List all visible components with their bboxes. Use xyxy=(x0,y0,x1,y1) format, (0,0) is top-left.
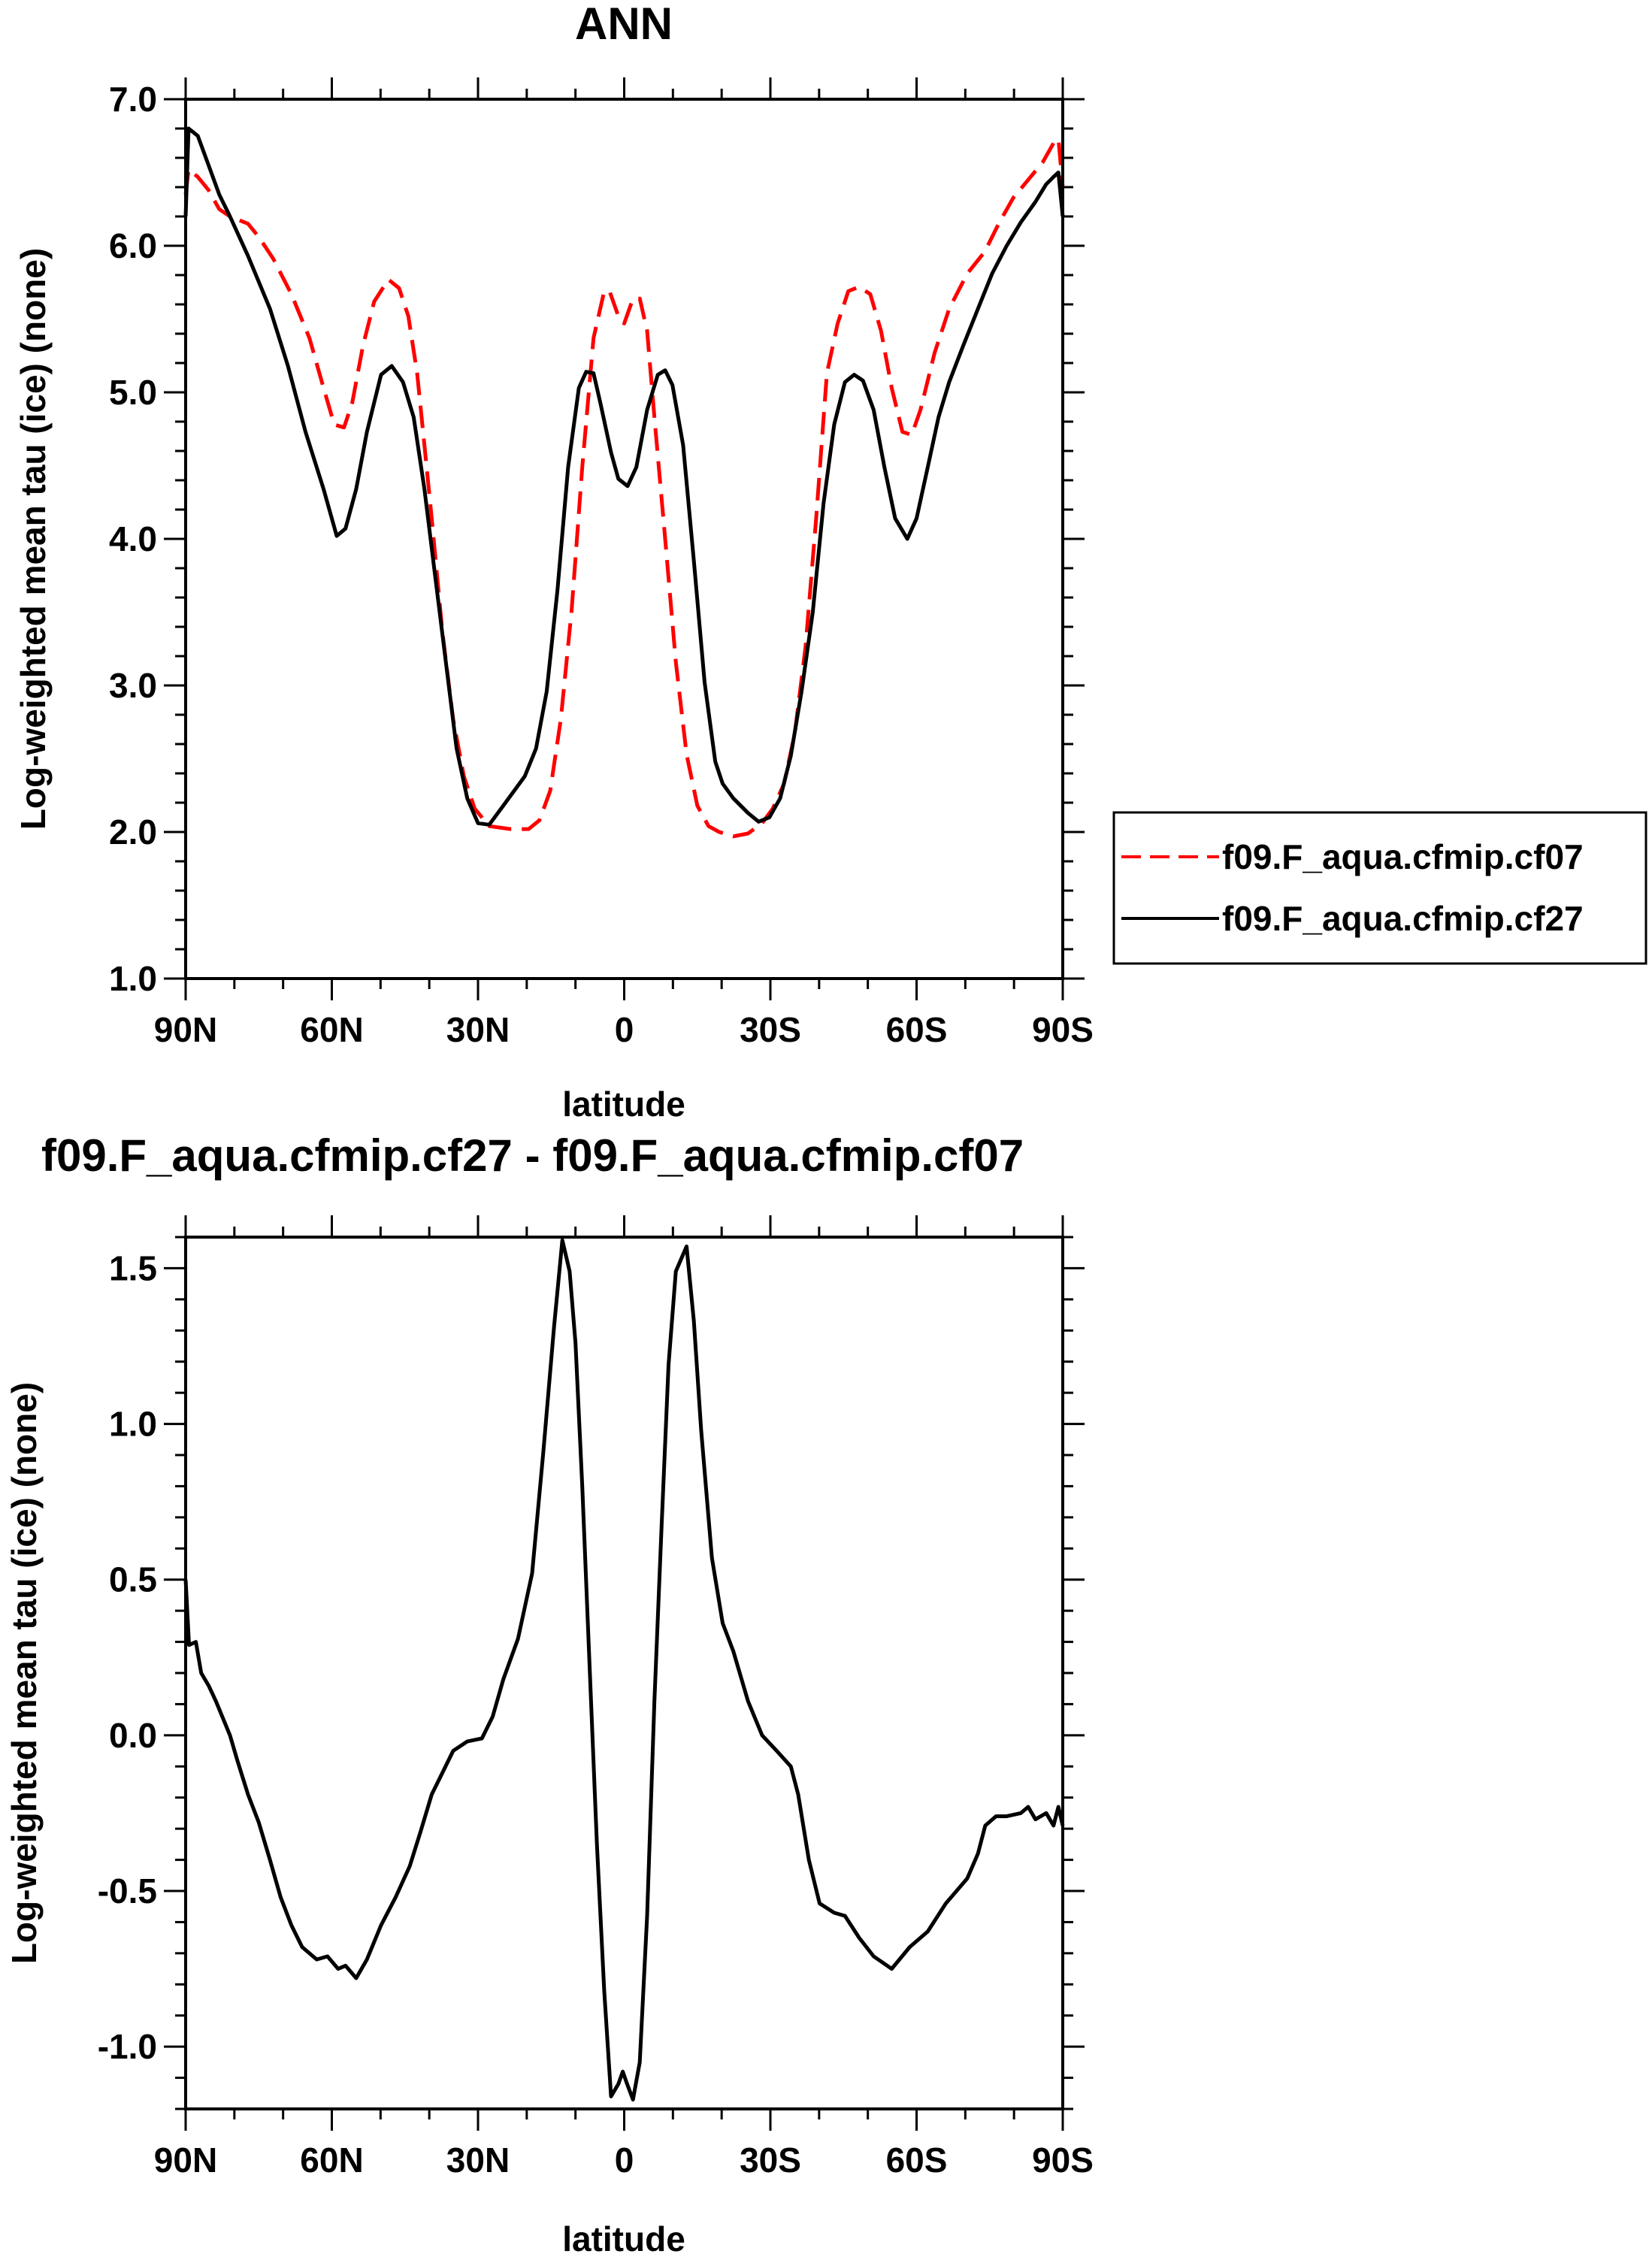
bottom-x-tick-label: 30N xyxy=(446,2140,510,2180)
bottom-series-difference xyxy=(183,1238,1065,2102)
bottom-chart-title: f09.F_aqua.cfmip.cf27 - f09.F_aqua.cfmip… xyxy=(41,1130,1024,1181)
legend-box xyxy=(1112,811,1647,965)
bottom-y-tick-label: 1.5 xyxy=(109,1248,157,1287)
bottom-y-tick-label: 0.5 xyxy=(109,1560,157,1599)
bottom-y-tick-label: 0.0 xyxy=(109,1716,157,1755)
top-x-tick-label: 60N xyxy=(300,1010,363,1049)
top-chart-title: ANN xyxy=(575,0,673,49)
bottom-x-tick-label: 0 xyxy=(615,2140,634,2180)
bottom-y-tick-label: 1.0 xyxy=(109,1405,157,1444)
top-y-tick-label: 3.0 xyxy=(109,666,157,705)
top-x-tick-label: 30S xyxy=(740,1010,801,1049)
bottom-plot: 90N 60N 30N 0 30S 60S 90S -1.0 -0.5 0.0 0.5 1.0 1.5 xyxy=(98,1215,1094,2180)
top-plot-frame xyxy=(184,98,1064,980)
top-y-tick-label: 5.0 xyxy=(109,373,157,412)
bottom-y-tick-label: -0.5 xyxy=(98,1871,157,1911)
legend-label-cf27: f09.F_aqua.cfmip.cf27 xyxy=(1222,899,1584,938)
top-y-tick-label: 1.0 xyxy=(109,959,157,998)
top-series-f09-f-aqua-cfmip-cf27 xyxy=(183,126,1065,827)
bottom-x-axis-label: latitude xyxy=(562,2219,685,2258)
top-y-axis-label: Log-weighted mean tau (ice) (none) xyxy=(14,248,53,830)
legend-label-cf07: f09.F_aqua.cfmip.cf07 xyxy=(1222,837,1584,876)
bottom-y-axis-label: Log-weighted mean tau (ice) (none) xyxy=(5,1382,44,1964)
legend: f09.F_aqua.cfmip.cf07 f09.F_aqua.cfmip.c… xyxy=(1112,811,1647,965)
bottom-x-tick-label: 60S xyxy=(886,2140,948,2180)
top-x-tick-label: 60S xyxy=(886,1010,948,1049)
top-y-tick-label: 6.0 xyxy=(109,226,157,265)
bottom-x-tick-label: 90N xyxy=(154,2140,217,2180)
top-y-tick-label: 7.0 xyxy=(109,80,157,119)
top-y-tick-label: 2.0 xyxy=(109,812,157,852)
top-plot: 90N 60N 30N 0 30S 60S 90S 1.0 2.0 3.0 4.0 5.0 6.0 7.0 xyxy=(109,77,1094,1049)
top-x-tick-label: 90N xyxy=(154,1010,217,1049)
bottom-plot-frame xyxy=(184,1236,1064,2110)
top-x-tick-label: 0 xyxy=(615,1010,634,1049)
top-x-tick-label: 90S xyxy=(1032,1010,1094,1049)
bottom-x-tick-label: 90S xyxy=(1032,2140,1094,2180)
top-x-tick-label: 30N xyxy=(446,1010,510,1049)
top-series-f09-f-aqua-cfmip-cf07 xyxy=(183,137,1065,839)
top-x-axis-label: latitude xyxy=(562,1085,685,1124)
top-y-tick-label: 4.0 xyxy=(109,519,157,558)
bottom-y-tick-label: -1.0 xyxy=(98,2027,157,2066)
bottom-x-tick-label: 30S xyxy=(740,2140,801,2180)
bottom-x-tick-label: 60N xyxy=(300,2140,363,2180)
